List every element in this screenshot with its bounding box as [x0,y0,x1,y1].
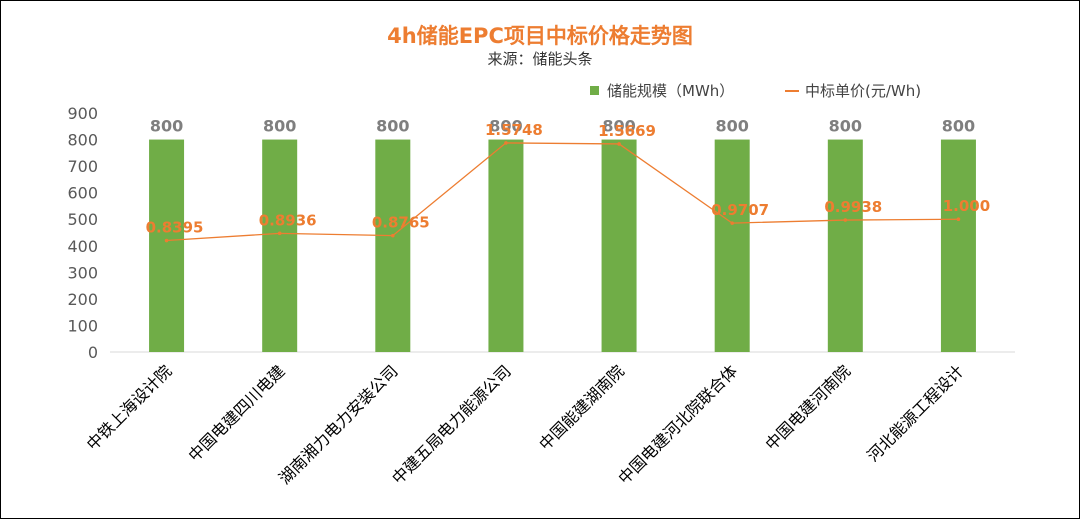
price-point [277,231,282,236]
bar-value-label: 800 [602,117,635,136]
y-tick-label: 800 [67,131,98,150]
price-value-label: 1.5748 [485,121,543,139]
price-value-label: 0.8395 [146,219,204,237]
price-line [166,142,959,242]
bar [601,139,637,352]
bar [488,139,524,352]
bar [940,139,976,352]
y-tick-label: 100 [67,316,98,335]
price-point [956,217,961,222]
bar-value-label: 800 [150,117,183,136]
x-category-label: 湖南湘力电力安装公司 [275,361,402,488]
y-tick-label: 400 [67,237,98,256]
bar-value-label: 800 [942,117,975,136]
x-category-label: 中铁上海设计院 [83,361,176,454]
x-category-label: 中国电建河北院联合体 [614,361,741,488]
bar-value-label: 800 [715,117,748,136]
legend-bar-label: 储能规模（MWh） [607,82,735,100]
y-tick-label: 700 [67,157,98,176]
legend-line-swatch [785,89,799,92]
bar [827,139,863,352]
bar-value-label: 800 [376,117,409,136]
x-category-label: 河北能源工程设计 [863,361,967,465]
y-tick-label: 200 [67,290,98,309]
x-category-label: 中建五局电力能源公司 [388,361,515,488]
price-point [504,141,508,145]
price-point [617,142,621,146]
legend-bar-swatch [590,86,599,95]
x-category-label: 中国能建湖南院 [535,361,628,454]
bar-value-label: 800 [829,117,862,136]
y-tick-label: 500 [67,210,98,229]
bar [262,139,298,352]
legend-item-line: 中标单价(元/Wh) [785,80,921,101]
y-tick-label: 300 [67,263,98,282]
price-point [730,221,734,225]
price-point [843,218,848,222]
x-category-label: 中国电建四川电建 [185,361,289,465]
price-value-label: 0.9938 [824,198,882,216]
price-value-label: 1.000 [943,197,990,215]
y-tick-label: 0 [88,343,98,362]
chart-subtitle: 来源：储能头条 [487,50,593,68]
price-value-label: 0.8936 [259,211,317,229]
chart-title: 4h储能EPC项目中标价格走势图 [387,24,693,48]
price-value-label: 1.5669 [598,122,656,140]
bar-value-label: 800 [489,117,522,136]
bar [375,139,411,352]
bar [714,139,750,352]
price-value-label: 0.9707 [711,201,769,219]
y-tick-label: 900 [67,104,98,123]
bar [149,139,185,352]
price-point [391,233,395,238]
x-category-label: 中国电建河南院 [761,361,854,454]
y-tick-label: 600 [67,184,98,203]
price-value-label: 0.8765 [372,214,430,232]
bar-value-label: 800 [263,117,296,136]
price-point [164,238,169,243]
legend-line-label: 中标单价(元/Wh) [805,82,922,100]
legend-item-bar: 储能规模（MWh） [590,80,734,101]
